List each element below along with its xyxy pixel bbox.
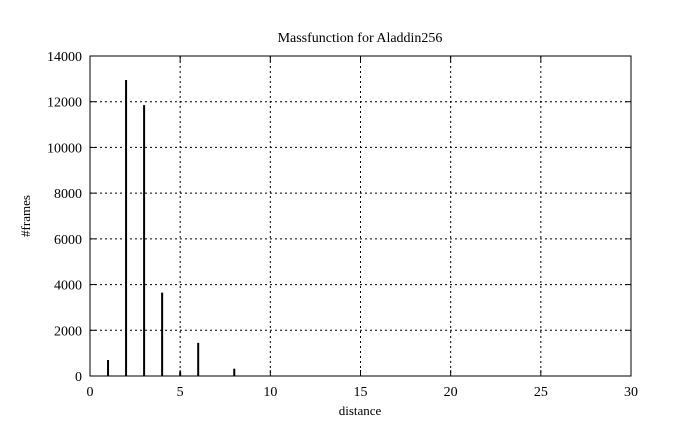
y-axis-label: #frames — [18, 195, 33, 237]
y-tick-label: 14000 — [47, 50, 82, 65]
chart-title: Massfunction for Aladdin256 — [278, 31, 443, 46]
y-tick-label: 8000 — [54, 187, 82, 202]
x-tick-label: 0 — [87, 385, 94, 400]
x-tick-label: 15 — [354, 385, 368, 400]
y-tick-label: 0 — [75, 370, 82, 385]
y-tick-label: 10000 — [47, 141, 82, 156]
grid — [90, 56, 631, 376]
x-axis-label: distance — [339, 403, 382, 418]
x-tick-label: 5 — [177, 385, 184, 400]
y-tick-label: 6000 — [54, 233, 82, 248]
y-tick-labels: 0 2000 4000 6000 8000 10000 12000 14000 — [47, 50, 82, 385]
y-tick-label: 12000 — [47, 96, 82, 111]
ticks — [89, 55, 632, 377]
x-tick-label: 25 — [534, 385, 548, 400]
y-tick-label: 2000 — [54, 324, 82, 339]
x-tick-labels: 0 5 10 15 20 25 30 — [87, 385, 639, 400]
x-tick-label: 20 — [444, 385, 458, 400]
bars — [107, 80, 236, 376]
x-tick-label: 30 — [624, 385, 638, 400]
x-tick-label: 10 — [263, 385, 277, 400]
y-tick-label: 4000 — [54, 279, 82, 294]
